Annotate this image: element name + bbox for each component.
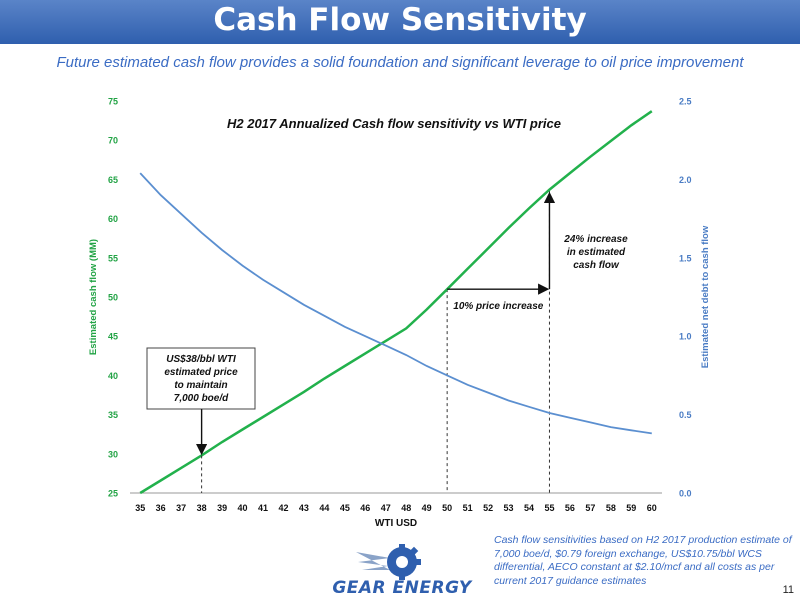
y2-tick-label: 2.5: [679, 97, 692, 107]
y-tick-label: 75: [108, 97, 118, 107]
x-tick-label: 39: [217, 503, 227, 513]
x-tick-label: 54: [524, 503, 534, 513]
brand-name: GEAR ENERGY: [332, 578, 472, 598]
breakeven-label: to maintain: [174, 380, 227, 391]
y2-tick-label: 1.0: [679, 332, 692, 342]
y-tick-label: 25: [108, 489, 118, 499]
y-tick-label: 65: [108, 175, 118, 185]
x-tick-label: 36: [156, 503, 166, 513]
footnote: Cash flow sensitivities based on H2 2017…: [494, 534, 792, 587]
y2-tick-label: 1.5: [679, 253, 692, 263]
y-tick-label: 60: [108, 214, 118, 224]
x-tick-label: 45: [340, 503, 350, 513]
y2-tick-label: 0.0: [679, 489, 692, 499]
page-number: 11: [782, 584, 794, 596]
x-tick-label: 44: [319, 503, 329, 513]
y-tick-label: 30: [108, 449, 118, 459]
breakeven-label: estimated price: [164, 367, 238, 378]
x-tick-label: 41: [258, 503, 268, 513]
header-bar: Cash Flow Sensitivity: [0, 0, 800, 44]
x-tick-label: 50: [442, 503, 452, 513]
chart-title: H2 2017 Annualized Cash flow sensitivity…: [227, 116, 561, 131]
x-tick-label: 49: [422, 503, 432, 513]
x-tick-label: 40: [238, 503, 248, 513]
winged-gear-icon: [356, 544, 421, 580]
cash-increase-label: 24% increase: [563, 234, 628, 245]
x-tick-label: 42: [278, 503, 288, 513]
breakeven-label: US$38/bbl WTI: [166, 354, 236, 365]
x-tick-label: 43: [299, 503, 309, 513]
x-tick-label: 51: [463, 503, 473, 513]
x-tick-label: 46: [360, 503, 370, 513]
cash-flow-line: [139, 110, 653, 495]
y-tick-label: 35: [108, 410, 118, 420]
y2-axis-title: Estimated net debt to cash flow: [700, 225, 711, 368]
x-axis-title: WTI USD: [375, 518, 417, 529]
company-logo: GEAR ENERGY: [322, 540, 482, 598]
x-tick-label: 53: [504, 503, 514, 513]
x-tick-label: 60: [647, 503, 657, 513]
y-tick-label: 45: [108, 332, 118, 342]
y-axis-title: Estimated cash flow (MM): [88, 239, 99, 355]
x-tick-label: 55: [544, 503, 554, 513]
x-tick-label: 57: [585, 503, 595, 513]
breakeven-label: 7,000 boe/d: [174, 393, 229, 404]
y-tick-label: 55: [108, 253, 118, 263]
net-debt-line: [139, 172, 652, 435]
page-subtitle: Future estimated cash flow provides a so…: [56, 54, 744, 71]
x-tick-label: 56: [565, 503, 575, 513]
x-tick-label: 37: [176, 503, 186, 513]
x-tick-label: 35: [135, 503, 145, 513]
price-increase-label: 10% price increase: [453, 301, 543, 312]
cash-increase-label: in estimated: [567, 247, 626, 258]
x-tick-label: 52: [483, 503, 493, 513]
x-tick-label: 59: [626, 503, 636, 513]
y2-tick-label: 0.5: [679, 410, 692, 420]
breakeven-box: [146, 347, 256, 410]
x-tick-label: 47: [381, 503, 391, 513]
cash-increase-label: cash flow: [573, 260, 620, 271]
x-tick-label: 48: [401, 503, 411, 513]
y2-tick-label: 2.0: [679, 175, 692, 185]
y-tick-label: 50: [108, 293, 118, 303]
x-tick-label: 38: [197, 503, 207, 513]
page-title: Cash Flow Sensitivity: [213, 2, 587, 38]
y-tick-label: 70: [108, 136, 118, 146]
y-tick-label: 40: [108, 371, 118, 381]
x-tick-label: 58: [606, 503, 616, 513]
